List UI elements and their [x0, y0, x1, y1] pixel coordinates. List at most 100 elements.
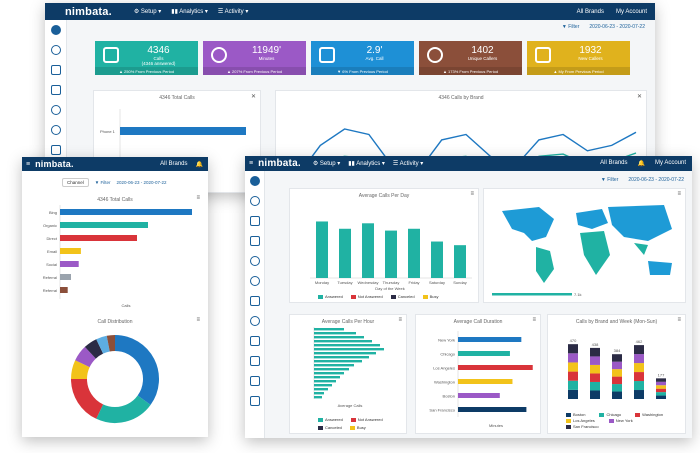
stack-segment	[590, 356, 600, 365]
flag-icon[interactable]	[50, 65, 61, 75]
legend-new-york[interactable]: New York	[608, 418, 633, 423]
menu-icon[interactable]: ≡	[532, 317, 536, 323]
legend-san-francisco[interactable]: San Francisco	[566, 424, 599, 429]
send-icon[interactable]	[249, 376, 260, 386]
back-calls-by-brand-title: 4346 Calls by Brand	[438, 95, 484, 101]
bell-icon[interactable]: 🔔	[195, 161, 203, 168]
donut-slice	[75, 346, 97, 368]
table-icon[interactable]	[249, 356, 260, 366]
dashboard-icon[interactable]	[50, 25, 61, 35]
hour-bar	[314, 372, 344, 375]
date-range[interactable]: 2020-06-23 - 2020-07-22	[116, 180, 167, 185]
duration-bar	[458, 407, 527, 412]
stat-card[interactable]: 1932 New Callers ▲ My From Previous Period	[527, 41, 630, 75]
date-range[interactable]: 2020-06-23 - 2020-07-22	[589, 24, 645, 30]
bar	[60, 261, 79, 267]
channel-select[interactable]: Channel	[62, 178, 89, 187]
chart-icon[interactable]	[50, 85, 61, 95]
legend-canceled[interactable]: Canceled	[318, 425, 342, 430]
hour-bar	[314, 368, 349, 371]
clock-icon[interactable]	[249, 196, 260, 206]
menu-icon[interactable]: ≡	[196, 195, 200, 201]
left-total-calls-title: 4346 Total Calls	[97, 197, 133, 203]
left-total-calls-card: 4346 Total Calls ≡ Bing Organic Direct Emai…	[26, 193, 204, 311]
wave-icon[interactable]	[249, 296, 260, 306]
menu-analytics[interactable]: ▮▮ Analytics ▾	[348, 161, 385, 167]
menu-setup[interactable]: ⚙ Setup ▾	[312, 161, 341, 167]
block-icon[interactable]	[50, 105, 61, 115]
chart-icon[interactable]	[249, 236, 260, 246]
legend-boston[interactable]: Boston	[566, 412, 585, 417]
legend-chicago[interactable]: Chicago	[599, 412, 621, 417]
globe-icon[interactable]	[50, 125, 61, 135]
donut-slice	[96, 395, 151, 423]
document-icon[interactable]	[249, 396, 260, 406]
legend-washington[interactable]: Washington	[635, 412, 663, 417]
menu-activity[interactable]: ☰ Activity ▾	[217, 9, 249, 15]
menu-icon[interactable]: ≡	[196, 317, 200, 323]
dashboard-icon[interactable]	[249, 176, 260, 186]
day-label: Sunday	[453, 280, 467, 285]
duration-label: Boston	[443, 394, 455, 399]
filter-button[interactable]: ▼ Filter	[561, 24, 580, 30]
legend-answered[interactable]: Answered	[318, 294, 343, 299]
legend-busy[interactable]: Busy	[422, 294, 439, 299]
bar-label: Email	[47, 249, 57, 254]
brand-selector[interactable]: All Brands	[576, 8, 604, 15]
legend-answered[interactable]: Answered	[318, 417, 343, 422]
stack-segment	[656, 388, 666, 393]
day-bar	[362, 223, 374, 278]
stack-segment	[568, 371, 578, 381]
menu-icon[interactable]: ≡	[398, 317, 402, 323]
flag-icon[interactable]	[249, 216, 260, 226]
stat-card[interactable]: 1402 Unique Callers ▲ 173% From Previous P…	[419, 41, 522, 75]
duration-label: Chicago	[440, 352, 455, 357]
stat-card[interactable]: 2.9' Avg. Call ▼ 6% From Previous Period	[311, 41, 414, 75]
network-icon[interactable]	[249, 316, 260, 326]
menu-activity[interactable]: ☰ Activity ▾	[392, 161, 424, 167]
legend-not-answered[interactable]: Not Answered	[350, 417, 383, 422]
bar	[60, 274, 71, 280]
wave-icon[interactable]	[50, 145, 61, 155]
account-menu[interactable]: My Account	[654, 160, 686, 166]
hamburger-icon[interactable]: ≡	[249, 160, 254, 167]
stack-segment	[612, 384, 622, 392]
brand-selector[interactable]: All Brands	[600, 160, 628, 166]
stat-card[interactable]: 11949' Minutes ▲ 207% From Previous Period	[203, 41, 306, 75]
chevrons-icon[interactable]	[249, 336, 260, 346]
day-label: Saturday	[429, 280, 445, 285]
legend-busy[interactable]: Busy	[349, 425, 366, 430]
menu-icon[interactable]: ≡	[470, 191, 474, 197]
close-icon[interactable]: ✕	[636, 94, 642, 100]
menu-icon[interactable]: ≡	[677, 317, 681, 323]
stack-segment	[568, 362, 578, 372]
filter-button[interactable]: ▼ Filter	[94, 180, 111, 185]
menu-analytics[interactable]: ▮▮ Analytics ▾	[171, 9, 208, 15]
bar-bing	[120, 127, 246, 135]
duration-bar	[458, 379, 513, 384]
menu-setup[interactable]: ⚙ Setup ▾	[133, 9, 162, 15]
legend-los-angeles[interactable]: Los Angeles	[566, 418, 595, 423]
legend-not-answered[interactable]: Not Answered	[350, 294, 383, 299]
filter-button[interactable]: ▼ Filter	[600, 177, 619, 183]
stat-sub: (4346 answered)	[141, 61, 176, 66]
stat-label: New Callers	[578, 56, 603, 61]
block-icon[interactable]	[249, 256, 260, 266]
bar	[60, 287, 68, 293]
day-label: Tuesday	[337, 280, 352, 285]
close-icon[interactable]: ✕	[250, 94, 256, 100]
bell-icon[interactable]: 🔔	[637, 161, 645, 167]
brand-selector[interactable]: All Brands	[160, 160, 188, 167]
date-range[interactable]: 2020-06-23 - 2020-07-22	[628, 177, 684, 183]
hamburger-icon[interactable]: ≡	[26, 160, 31, 168]
menu-icon[interactable]: ≡	[677, 191, 681, 197]
stat-card[interactable]: 4346 Calls (4346 answered) ▲ 250% From Prev…	[95, 41, 198, 75]
clock-icon[interactable]	[50, 45, 61, 55]
globe-icon[interactable]	[249, 276, 260, 286]
legend-canceled[interactable]: Canceled	[390, 294, 415, 299]
day-bar	[454, 245, 466, 278]
series-line	[295, 128, 637, 179]
stack-segment	[612, 376, 622, 385]
account-menu[interactable]: My Account	[615, 8, 647, 15]
hour-bar	[314, 348, 384, 351]
